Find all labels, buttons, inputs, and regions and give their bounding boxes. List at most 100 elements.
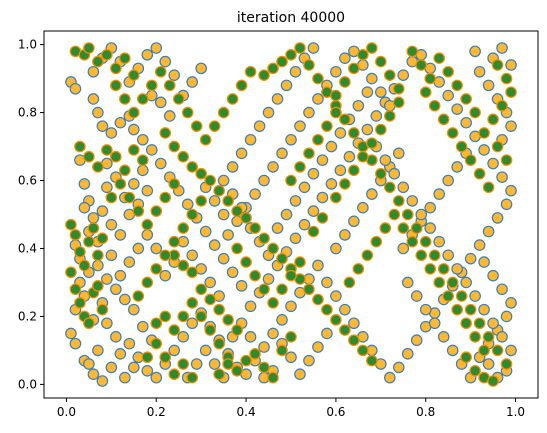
- scatter-point-orange: [285, 351, 297, 364]
- scatter-point-green: [177, 358, 190, 370]
- scatter-point-orange: [433, 235, 445, 248]
- scatter-point-orange: [334, 127, 347, 139]
- scatter-point-orange: [437, 331, 450, 343]
- scatter-point-green: [83, 150, 95, 163]
- scatter-point-green: [392, 96, 405, 109]
- scatter-point-green: [469, 365, 481, 377]
- scatter-point-green: [231, 205, 243, 217]
- scatter-point-green: [348, 127, 360, 139]
- scatter-point-green: [366, 137, 378, 149]
- scatter-point-orange: [312, 259, 324, 272]
- scatter-point-green: [460, 93, 472, 105]
- scatter-point-orange: [330, 242, 342, 255]
- scatter-point-green: [473, 167, 486, 180]
- scatter-point-orange: [123, 256, 136, 268]
- scatter-point-orange: [343, 150, 356, 163]
- scatter-point-orange: [424, 222, 437, 234]
- scatter-point-green: [159, 127, 172, 139]
- y-tick-label: 0.0: [18, 377, 37, 391]
- scatter-point-green: [114, 178, 127, 190]
- scatter-point-green: [119, 52, 131, 64]
- scatter-point-green: [375, 55, 387, 68]
- scatter-point-green: [92, 161, 104, 173]
- scatter-point-green: [433, 52, 445, 64]
- scatter-point-orange: [92, 259, 104, 272]
- scatter-point-orange: [289, 195, 302, 207]
- scatter-point-green: [500, 358, 513, 370]
- scatter-point-orange: [307, 167, 320, 180]
- scatter-point-orange: [168, 344, 181, 357]
- scatter-point-orange: [87, 65, 100, 78]
- scatter-point-orange: [388, 167, 401, 180]
- scatter-point-green: [276, 252, 288, 265]
- scatter-point-green: [213, 337, 225, 350]
- scatter-point-orange: [159, 55, 172, 68]
- scatter-point-green: [119, 164, 131, 177]
- scatter-point-green: [285, 174, 297, 187]
- scatter-point-green: [339, 76, 351, 88]
- scatter-point-orange: [487, 269, 499, 282]
- scatter-point-orange: [469, 290, 481, 302]
- scatter-point-green: [330, 314, 342, 326]
- scatter-point-green: [357, 48, 369, 61]
- scatter-point-orange: [392, 361, 405, 374]
- scatter-point-orange: [78, 201, 91, 214]
- scatter-point-green: [204, 324, 216, 336]
- scatter-point-orange: [442, 249, 454, 262]
- y-axis-ticks: 0.0 0.2 0.4 0.6 0.8 1.0: [18, 38, 44, 391]
- scatter-point-orange: [478, 144, 490, 156]
- scatter-point-orange: [128, 303, 140, 316]
- scatter-point-green: [482, 331, 495, 343]
- axes-frame: [43, 30, 539, 399]
- scatter-point-orange: [258, 174, 270, 187]
- scatter-point-orange: [141, 184, 154, 197]
- scatter-point-green: [276, 344, 288, 357]
- scatter-point-orange: [505, 59, 517, 71]
- scatter-point-green: [222, 358, 234, 370]
- scatter-point-green: [383, 110, 396, 122]
- scatter-point-green: [392, 82, 405, 95]
- scatter-point-green: [110, 150, 122, 163]
- scatter-point-orange: [128, 178, 140, 190]
- scatter-point-green: [249, 269, 261, 282]
- scatter-point-green: [460, 351, 472, 364]
- scatter-point-orange: [491, 212, 504, 224]
- scatter-point-orange: [101, 181, 113, 194]
- scatter-point-green: [388, 208, 401, 221]
- scatter-point-green: [222, 195, 234, 207]
- scatter-point-green: [491, 140, 504, 153]
- scatter-point-orange: [280, 208, 293, 221]
- x-tick-label: 0.2: [147, 405, 166, 419]
- scatter-point-green: [69, 283, 82, 296]
- scatter-point-orange: [294, 368, 306, 381]
- scatter-point-orange: [370, 110, 383, 122]
- scatter-point-orange: [460, 116, 472, 129]
- scatter-point-green: [505, 86, 517, 98]
- scatter-point-green: [294, 42, 306, 54]
- scatter-point-green: [92, 249, 104, 262]
- scatter-point-green: [150, 263, 163, 275]
- scatter-point-green: [128, 106, 140, 119]
- scatter-point-green: [74, 246, 86, 258]
- scatter-point-orange: [78, 178, 91, 190]
- scatter-point-green: [128, 144, 140, 156]
- scatter-point-green: [428, 99, 441, 112]
- scatter-point-green: [321, 120, 333, 132]
- scatter-point-orange: [96, 205, 109, 217]
- scatter-point-orange: [401, 276, 414, 289]
- scatter-point-green: [186, 161, 198, 173]
- scatter-point-green: [222, 314, 234, 326]
- scatter-point-green: [392, 195, 405, 207]
- scatter-point-orange: [505, 120, 517, 132]
- scatter-point-green: [348, 164, 360, 177]
- scatter-point-orange: [83, 358, 95, 370]
- scatter-point-orange: [271, 222, 284, 234]
- scatter-point-green: [303, 147, 315, 160]
- scatter-point-orange: [186, 317, 198, 330]
- scatter-point-green: [141, 276, 154, 289]
- scatter-point-orange: [92, 106, 104, 119]
- scatter-point-orange: [168, 69, 181, 81]
- scatter-point-green: [375, 123, 387, 136]
- scatter-point-orange: [505, 184, 517, 197]
- scatter-point-green: [410, 222, 423, 234]
